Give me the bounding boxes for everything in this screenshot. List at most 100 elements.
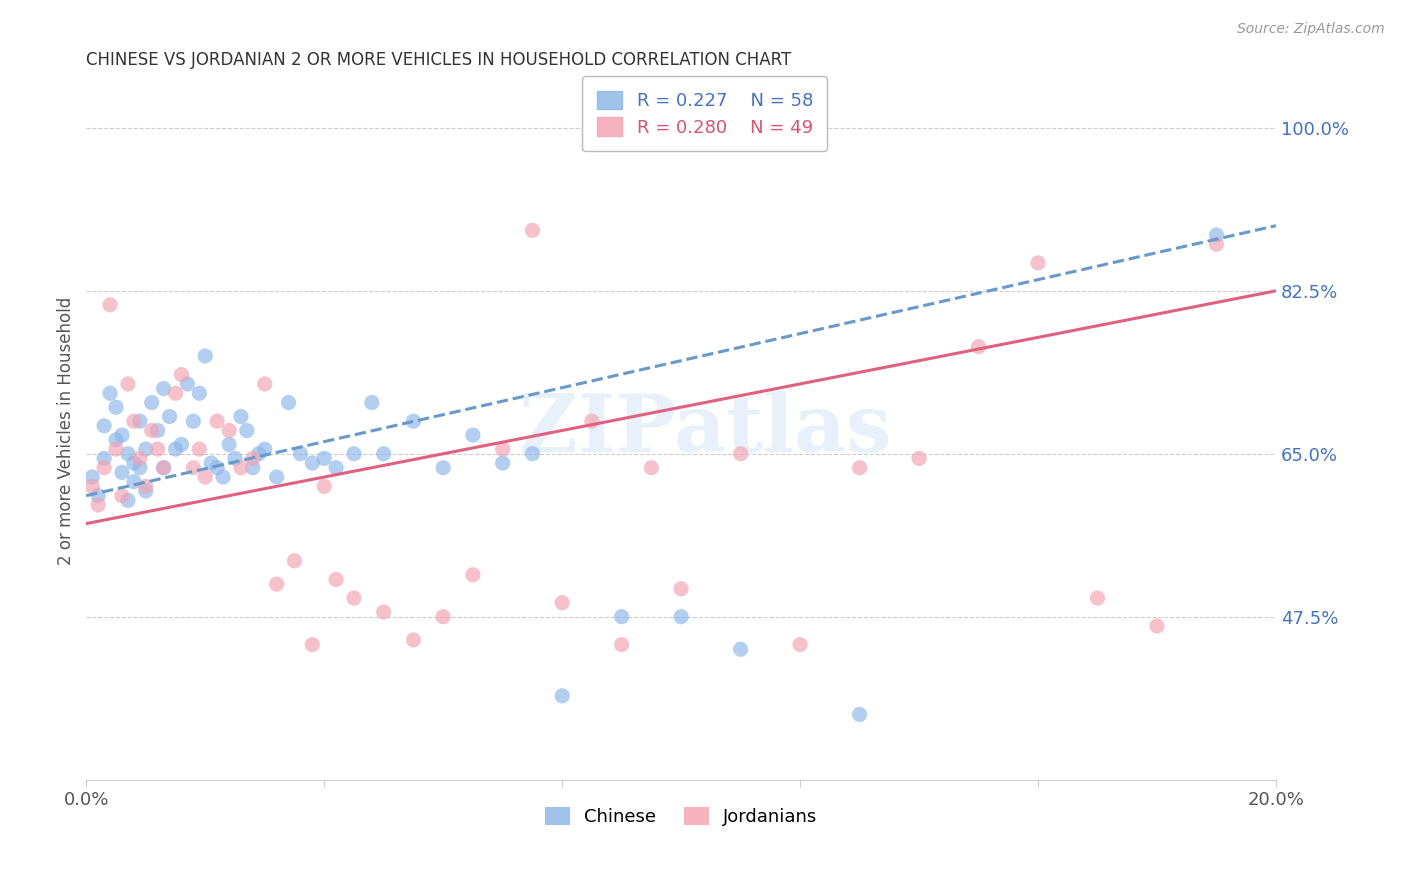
Text: Source: ZipAtlas.com: Source: ZipAtlas.com [1237, 22, 1385, 37]
Point [669, 582, 692, 596]
Point [194, 349, 217, 363]
Point [967, 340, 990, 354]
Point [205, 460, 228, 475]
Point [188, 386, 211, 401]
Point [242, 460, 264, 475]
Point [152, 460, 174, 475]
Point [87, 489, 110, 503]
Point [325, 460, 347, 475]
Point [730, 642, 752, 657]
Point [93, 418, 115, 433]
Point [730, 447, 752, 461]
Point [87, 498, 110, 512]
Point [402, 414, 425, 428]
Text: CHINESE VS JORDANIAN 2 OR MORE VEHICLES IN HOUSEHOLD CORRELATION CHART: CHINESE VS JORDANIAN 2 OR MORE VEHICLES … [86, 51, 792, 69]
Point [432, 460, 454, 475]
Point [343, 591, 366, 605]
Point [128, 451, 150, 466]
Point [253, 442, 276, 456]
Point [522, 223, 544, 237]
Point [461, 428, 484, 442]
Point [360, 395, 382, 409]
Point [105, 442, 128, 456]
Point [301, 638, 323, 652]
Point [1205, 237, 1227, 252]
Point [183, 414, 205, 428]
Point [135, 442, 157, 456]
Point [93, 451, 115, 466]
Point [82, 470, 104, 484]
Point [325, 573, 347, 587]
Point [141, 424, 163, 438]
Point [218, 424, 240, 438]
Point [128, 414, 150, 428]
Point [373, 605, 395, 619]
Point [789, 638, 811, 652]
Point [492, 456, 515, 470]
Point [98, 386, 121, 401]
Point [105, 401, 128, 415]
Point [98, 298, 121, 312]
Point [242, 451, 264, 466]
Point [165, 386, 187, 401]
Point [188, 442, 211, 456]
Point [314, 451, 336, 466]
Point [146, 442, 169, 456]
Point [277, 395, 299, 409]
Point [640, 460, 662, 475]
Point [122, 414, 145, 428]
Point [1146, 619, 1168, 633]
Point [266, 470, 288, 484]
Point [105, 433, 128, 447]
Point [122, 475, 145, 489]
Point [1026, 256, 1049, 270]
Point [581, 414, 603, 428]
Point [111, 466, 134, 480]
Point [200, 456, 222, 470]
Point [111, 489, 134, 503]
Point [111, 428, 134, 442]
Point [551, 596, 574, 610]
Point [551, 689, 574, 703]
Point [82, 479, 104, 493]
Point [135, 483, 157, 498]
Point [848, 460, 870, 475]
Point [205, 414, 228, 428]
Point [117, 493, 139, 508]
Point [224, 451, 246, 466]
Point [301, 456, 323, 470]
Point [343, 447, 366, 461]
Point [212, 470, 235, 484]
Point [152, 382, 174, 396]
Point [135, 479, 157, 493]
Point [128, 460, 150, 475]
Point [117, 447, 139, 461]
Point [908, 451, 931, 466]
Point [247, 447, 270, 461]
Point [461, 567, 484, 582]
Point [492, 442, 515, 456]
Y-axis label: 2 or more Vehicles in Household: 2 or more Vehicles in Household [58, 296, 75, 565]
Point [152, 460, 174, 475]
Point [1205, 227, 1227, 242]
Point [1087, 591, 1109, 605]
Point [610, 609, 633, 624]
Point [117, 376, 139, 391]
Point [848, 707, 870, 722]
Point [194, 470, 217, 484]
Point [165, 442, 187, 456]
Point [93, 460, 115, 475]
Point [283, 554, 305, 568]
Point [183, 460, 205, 475]
Point [253, 376, 276, 391]
Point [266, 577, 288, 591]
Point [229, 409, 252, 424]
Point [122, 456, 145, 470]
Legend: Chinese, Jordanians: Chinese, Jordanians [537, 799, 825, 833]
Point [229, 460, 252, 475]
Point [402, 632, 425, 647]
Point [522, 447, 544, 461]
Point [159, 409, 181, 424]
Point [610, 638, 633, 652]
Point [290, 447, 312, 461]
